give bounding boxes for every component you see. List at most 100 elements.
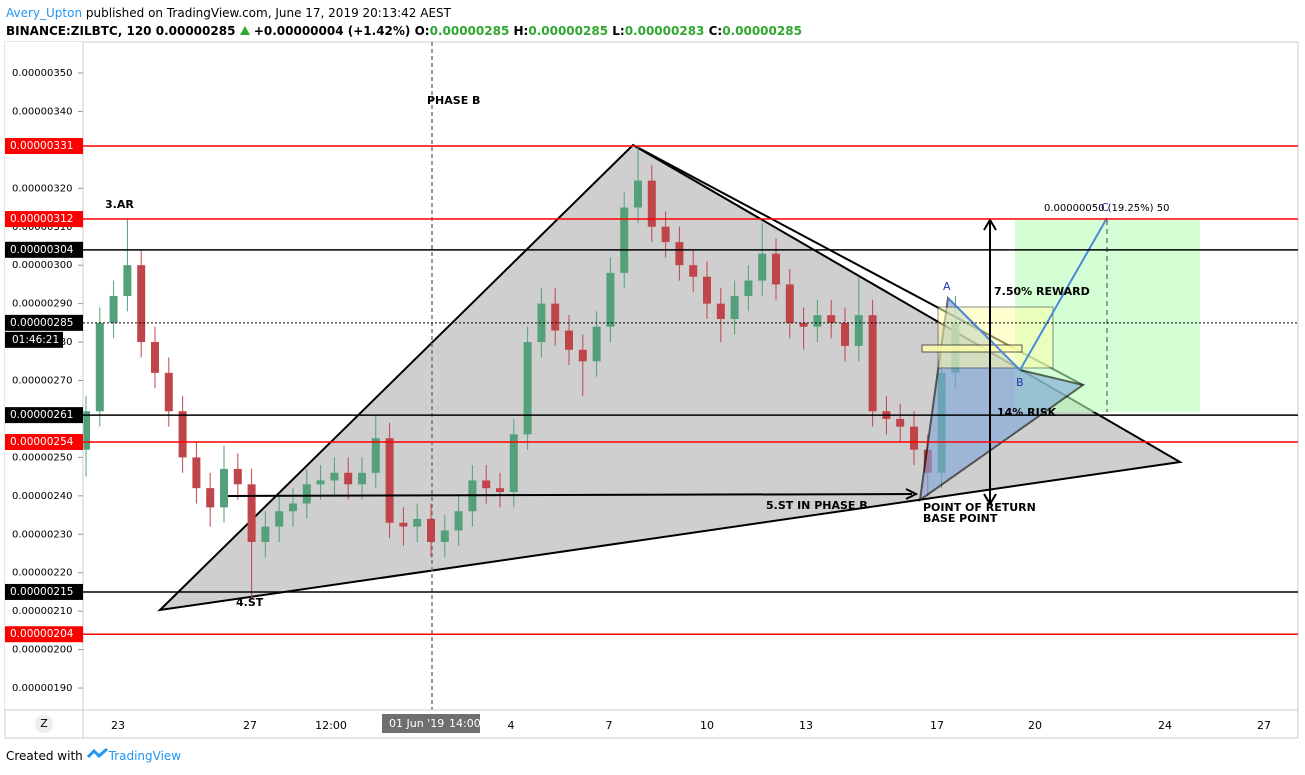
candle-body xyxy=(192,457,201,489)
x-tick-label: 20 xyxy=(1028,719,1042,732)
candle-body xyxy=(565,330,573,350)
candle-body xyxy=(744,280,753,296)
candle-body xyxy=(523,342,532,435)
point-label: B xyxy=(1016,376,1024,389)
candle-body xyxy=(344,472,353,485)
measure-label: 0.00000050 (19.25%) 50 xyxy=(1044,203,1169,214)
candle-body xyxy=(578,349,587,362)
entry-bar xyxy=(921,344,1023,353)
candle-body xyxy=(206,488,215,508)
candle-body xyxy=(151,342,159,373)
footer: Created with TradingView xyxy=(6,747,182,763)
candle-body xyxy=(813,315,822,327)
candle-body xyxy=(302,484,311,504)
axes: 0.00000190 0.00000200 0.00000210 0.00000220… xyxy=(5,68,1271,732)
h-label: H: xyxy=(513,24,529,38)
candle-body xyxy=(606,272,615,327)
cursor-date: 01 Jun '19 xyxy=(389,717,444,730)
candle-body xyxy=(689,265,698,277)
candle-body xyxy=(454,511,463,531)
header: Avery_Upton published on TradingView.com… xyxy=(6,4,802,40)
y-tick-label: 0.00000300 xyxy=(12,260,72,271)
level-label: 0.00000304 xyxy=(10,244,74,256)
candle-body xyxy=(440,530,449,542)
candle-body xyxy=(716,303,725,320)
l-value: 0.00000283 xyxy=(624,24,705,38)
level-label-box xyxy=(5,138,83,155)
candle-body xyxy=(316,480,325,485)
annotation: 7.50% REWARD xyxy=(994,285,1090,298)
candle-body xyxy=(868,315,877,412)
price: 0.00000285 xyxy=(155,24,236,38)
author[interactable]: Avery_Upton xyxy=(6,6,83,20)
x-tick-label: 13 xyxy=(799,719,813,732)
h-value: 0.00000285 xyxy=(528,24,609,38)
header-line-2: BINANCE:ZILBTC, 120 0.00000285 +0.000000… xyxy=(6,22,802,40)
candle-body xyxy=(910,426,918,450)
point-label: A xyxy=(943,280,951,293)
candle-body xyxy=(772,253,780,285)
level-label-box xyxy=(5,211,83,228)
x-tick-label: 7 xyxy=(606,719,613,732)
level-label: 0.00000254 xyxy=(10,436,74,448)
y-tick-label: 0.00000200 xyxy=(12,645,72,656)
annotation: 5.ST IN PHASE B xyxy=(766,499,868,512)
y-tick-label: 0.00000350 xyxy=(12,68,72,79)
abc-path xyxy=(947,217,1108,372)
candle-body xyxy=(827,315,836,323)
candle-body xyxy=(358,472,366,485)
level-label: 0.00000312 xyxy=(10,213,73,225)
symbol: BINANCE:ZILBTC, 120 xyxy=(6,24,152,38)
annotation: 4.ST xyxy=(236,596,264,609)
annotation: POINT OF RETURN xyxy=(923,501,1036,514)
level-label-box xyxy=(5,314,83,331)
candle-body xyxy=(164,372,173,412)
level-label-box xyxy=(5,583,83,600)
y-tick-label: 0.00000290 xyxy=(12,299,72,310)
candle-body xyxy=(123,265,132,296)
change: +0.00000004 (+1.42%) xyxy=(253,24,411,38)
candle-body xyxy=(330,472,339,481)
y-tick-label: 0.00000190 xyxy=(12,683,72,694)
candle-body xyxy=(137,265,146,343)
candle-body xyxy=(730,295,739,320)
candle-body xyxy=(509,434,518,492)
countdown: 01:46:21 xyxy=(12,334,59,346)
level-label-box xyxy=(5,626,83,643)
l-label: L: xyxy=(612,24,625,38)
candle-body xyxy=(385,438,394,523)
candle-body xyxy=(413,518,422,527)
arrow-head xyxy=(905,488,919,500)
y-tick-label: 0.00000240 xyxy=(12,491,72,502)
candle-body xyxy=(482,480,491,489)
level-label: 0.00000204 xyxy=(10,628,74,640)
header-line-1: Avery_Upton published on TradingView.com… xyxy=(6,4,802,22)
candle-body xyxy=(220,468,228,508)
candle-body xyxy=(537,303,546,343)
candle-body xyxy=(371,438,380,473)
zoom-button[interactable] xyxy=(35,715,53,733)
c-value: 0.00000285 xyxy=(722,24,802,38)
brand[interactable]: TradingView xyxy=(108,749,182,763)
candle-body xyxy=(661,226,670,243)
x-tick-label: 10 xyxy=(700,719,714,732)
candle-body xyxy=(496,488,504,492)
candle-body xyxy=(841,322,849,346)
candle-body xyxy=(634,180,642,208)
y-tick-label: 0.00000310 xyxy=(12,222,72,233)
y-tick-label: 0.00000250 xyxy=(12,452,72,463)
y-tick-label: 0.00000340 xyxy=(12,106,72,117)
candle-body xyxy=(95,322,104,412)
cursor-time: 14:00 xyxy=(449,717,481,730)
candle-body xyxy=(289,503,297,512)
candle-body xyxy=(551,303,560,331)
annotation: 14% RISK xyxy=(997,406,1057,419)
candle-body xyxy=(109,295,118,323)
candle-body xyxy=(896,418,905,427)
entry-box xyxy=(937,306,1054,369)
zoom-label[interactable]: Z xyxy=(40,717,48,730)
candle-body xyxy=(854,315,863,346)
candle-body xyxy=(399,522,408,527)
logo xyxy=(86,747,108,759)
